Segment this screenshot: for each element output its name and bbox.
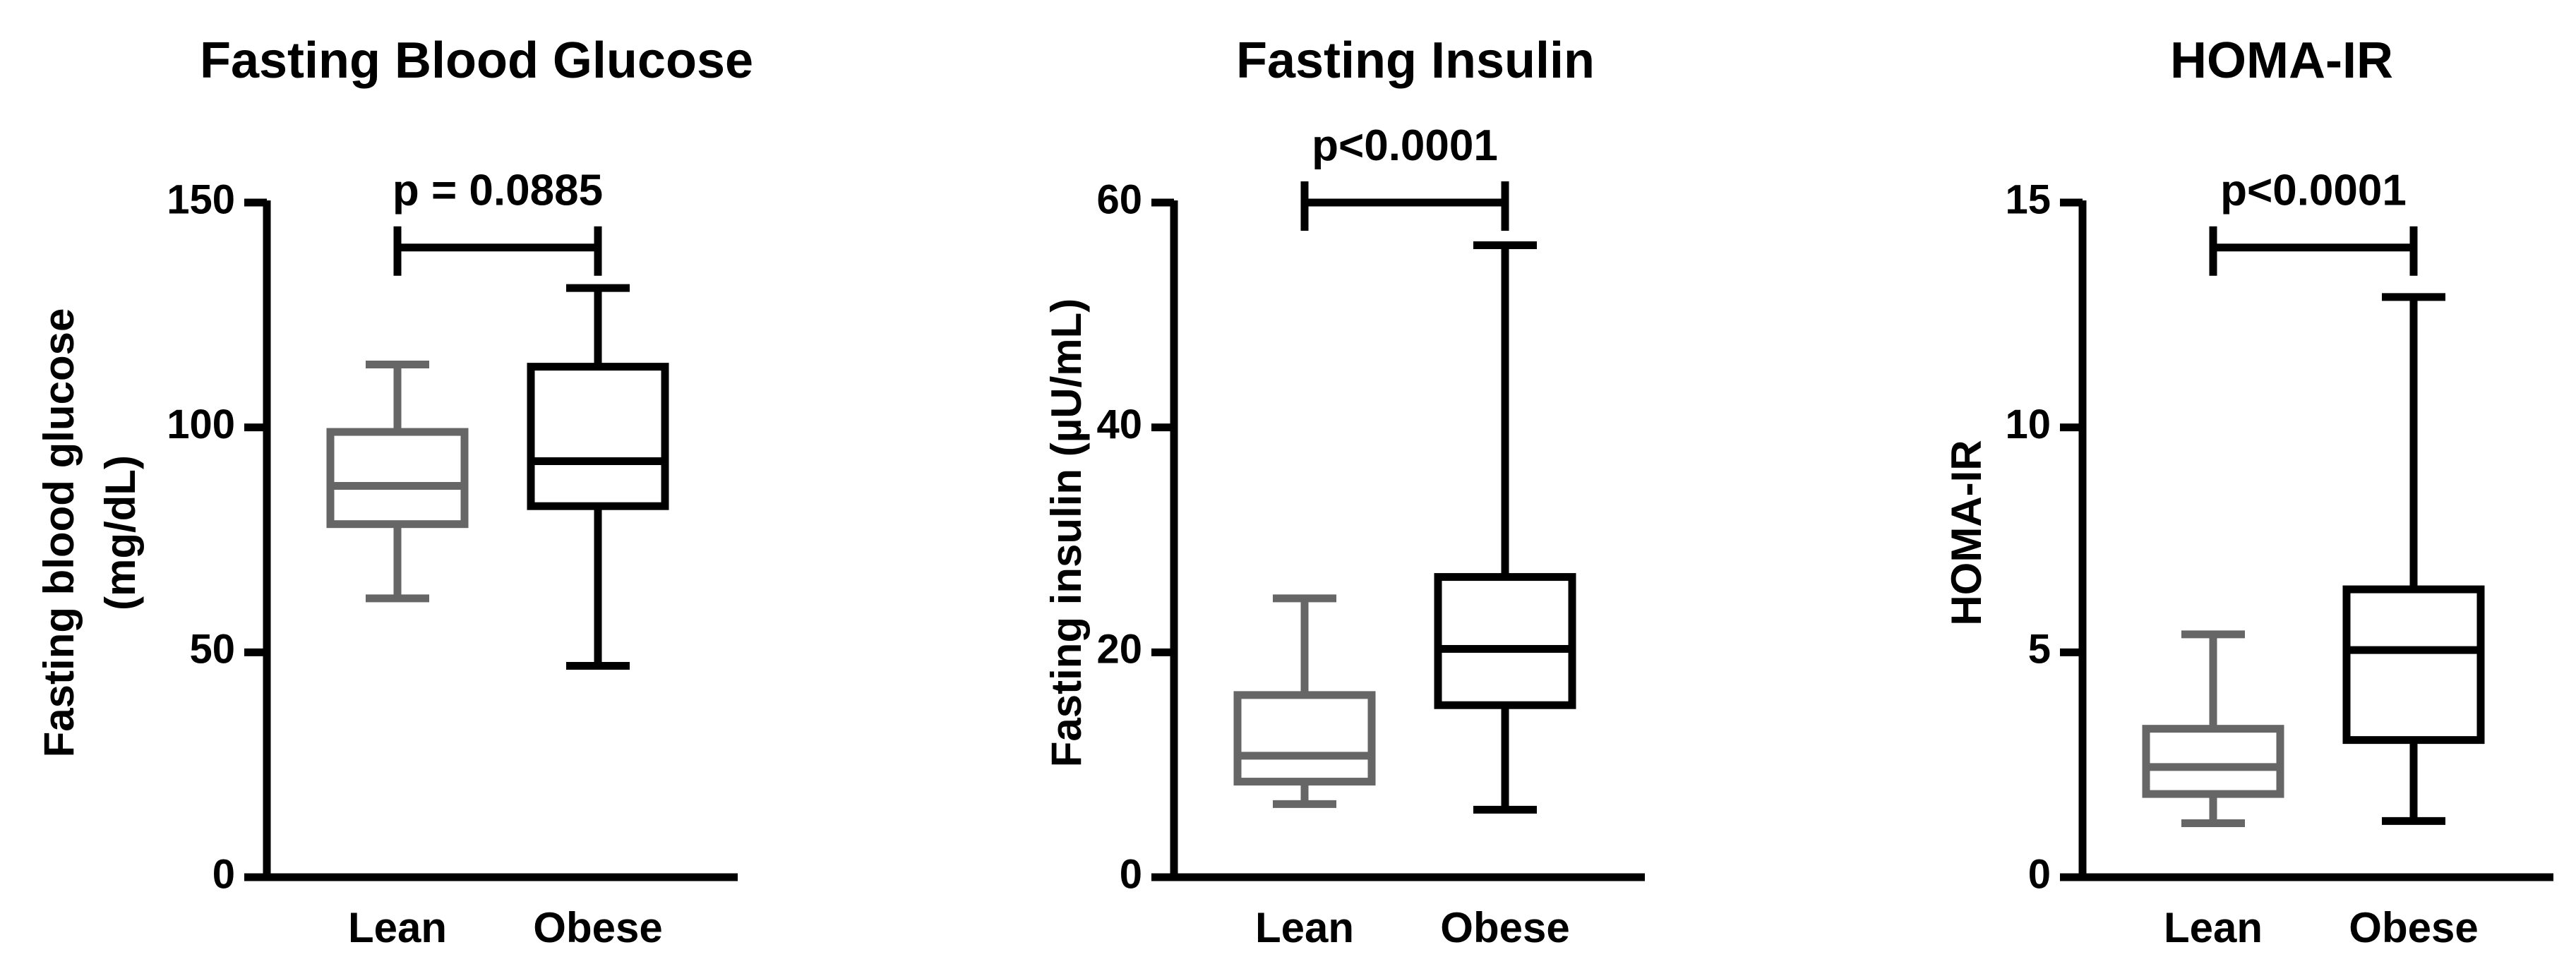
chart-title: HOMA-IR [2170, 32, 2393, 89]
iqr-box [2142, 725, 2284, 798]
y-tick-label: 100 [167, 402, 235, 447]
y-tick-label: 5 [2028, 627, 2051, 673]
y-tick-label: 40 [1096, 402, 1142, 447]
y-tick-label: 50 [189, 627, 235, 673]
significance-bracket [1300, 181, 1509, 231]
x-tick-label: Obese [533, 904, 662, 951]
p-value-label: p<0.0001 [1312, 121, 1498, 170]
iqr-box [2342, 585, 2485, 745]
p-value-label: p = 0.0885 [393, 167, 603, 215]
significance-bracket [2209, 226, 2418, 276]
chart-panel-1: Fasting Blood Glucose Fasting blood gluco… [35, 32, 753, 951]
iqr-box [1233, 691, 1376, 786]
chart-panel-3: HOMA-IR HOMA-IR 0 5 10 15 Lean Obese p<0.0001 [1943, 32, 2553, 951]
y-tick-label: 0 [212, 851, 235, 897]
box-lean [1233, 594, 1376, 808]
box-obese [2342, 293, 2485, 825]
y-tick-label: 10 [2005, 402, 2051, 447]
chart-panel-2: Fasting Insulin Fasting insulin (µU/mL) 0 2… [1043, 32, 1645, 951]
y-tick-label: 150 [167, 176, 235, 222]
box-lean [2142, 630, 2284, 828]
box-obese [1434, 241, 1576, 814]
box-obese [527, 284, 669, 670]
y-tick-label: 0 [2028, 851, 2051, 897]
chart-title: Fasting Insulin [1236, 32, 1595, 89]
x-tick-label: Lean [1255, 904, 1354, 951]
y-axis-label: Fasting blood glucose [35, 308, 83, 758]
x-tick-label: Obese [1440, 904, 1569, 951]
p-value-label: p<0.0001 [2220, 167, 2407, 215]
box-lean [326, 360, 469, 603]
chart-title: Fasting Blood Glucose [200, 32, 753, 89]
y-tick-label: 0 [1120, 851, 1142, 897]
significance-bracket [393, 226, 602, 276]
iqr-box [527, 363, 669, 510]
x-tick-label: Lean [2164, 904, 2263, 951]
y-axis-label: HOMA-IR [1943, 440, 1990, 625]
y-tick-label: 15 [2005, 176, 2051, 222]
x-tick-label: Lean [348, 904, 447, 951]
iqr-box [1434, 573, 1576, 709]
y-tick-label: 60 [1096, 176, 1142, 222]
x-tick-label: Obese [2349, 904, 2478, 951]
y-axis-label: (mg/dL) [97, 455, 144, 610]
y-tick-label: 20 [1096, 627, 1142, 673]
iqr-box [326, 428, 469, 529]
y-axis-label: Fasting insulin (µU/mL) [1043, 299, 1090, 768]
